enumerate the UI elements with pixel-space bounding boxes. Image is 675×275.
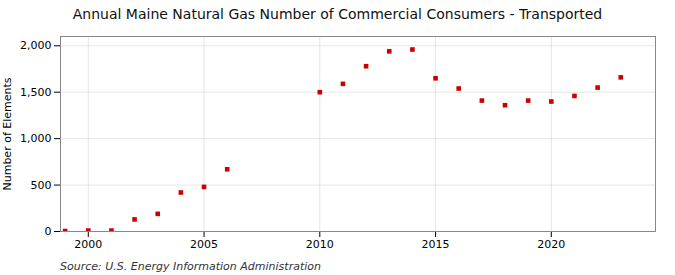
svg-text:2,000: 2,000 — [20, 39, 52, 52]
html-text:Source: U.S. Energy Informatio: Source: U.S. Energy Information Administ… — [60, 260, 321, 273]
svg-text:Number of Elements: Number of Elements — [1, 77, 14, 190]
svg-text:2000: 2000 — [74, 238, 102, 251]
svg-text:2010: 2010 — [306, 238, 334, 251]
svg-text:1,000: 1,000 — [20, 132, 52, 145]
svg-text:2020: 2020 — [537, 238, 565, 251]
svg-text:1,500: 1,500 — [20, 86, 52, 99]
html-text:Annual Maine Natural Gas Numbe: Annual Maine Natural Gas Number of Comme… — [72, 6, 603, 22]
svg-text:2015: 2015 — [422, 238, 450, 251]
svg-text:0: 0 — [45, 225, 52, 238]
svg-text:2005: 2005 — [190, 238, 218, 251]
svg-text:500: 500 — [31, 179, 52, 192]
